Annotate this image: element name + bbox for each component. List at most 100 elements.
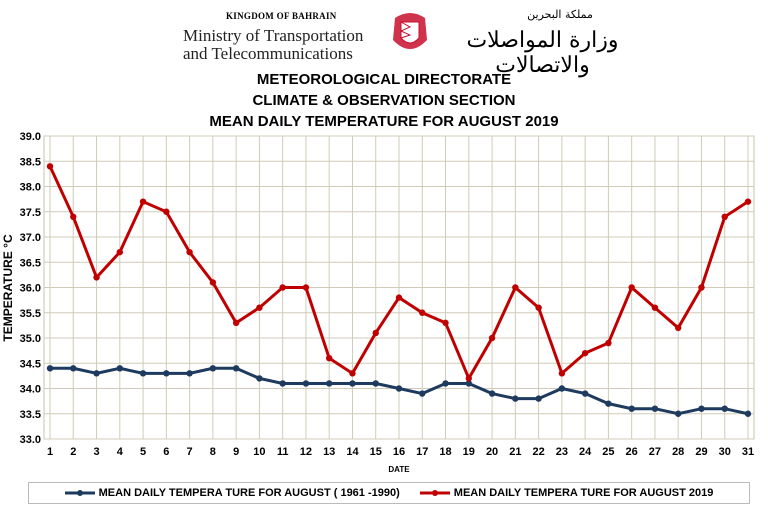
data-point [279, 284, 286, 291]
data-point [744, 410, 752, 417]
x-tick-label: 13 [323, 446, 335, 458]
y-tick-label: 35.0 [20, 333, 41, 345]
y-tick-label: 33.0 [20, 434, 41, 446]
x-tick-label: 3 [93, 446, 99, 458]
data-point [139, 370, 147, 377]
x-tick-label: 26 [626, 446, 638, 458]
y-tick-label: 33.5 [20, 409, 41, 421]
legend-label: MEAN DAILY TEMPERA TURE FOR AUGUST ( 196… [98, 487, 400, 499]
data-point [326, 355, 333, 362]
x-tick-label: 1 [47, 446, 53, 458]
data-point [651, 304, 659, 311]
data-point [721, 213, 728, 220]
x-tick-label: 15 [370, 446, 382, 458]
y-tick-label: 37.5 [20, 207, 41, 219]
data-point [232, 365, 240, 372]
data-point [744, 198, 752, 205]
ministry-name: Ministry of Transportation and Telecommun… [183, 27, 363, 63]
data-point [302, 284, 310, 291]
x-tick-label: 9 [233, 446, 239, 458]
x-tick-label: 4 [117, 446, 124, 458]
data-point [628, 405, 635, 412]
data-point [395, 294, 403, 301]
x-axis-label: DATE [388, 465, 410, 474]
data-point [488, 390, 496, 397]
data-point [349, 380, 356, 387]
y-tick-label: 38.5 [20, 156, 41, 168]
x-tick-label: 21 [509, 446, 521, 458]
data-point [209, 365, 217, 372]
x-tick-label: 14 [346, 446, 359, 458]
data-point [558, 385, 566, 392]
x-tick-label: 20 [486, 446, 498, 458]
y-tick-label: 35.5 [20, 308, 41, 320]
x-tick-label: 6 [163, 446, 169, 458]
x-tick-label: 16 [393, 446, 405, 458]
data-point [721, 405, 728, 412]
data-point [70, 365, 77, 372]
y-tick-label: 34.0 [20, 384, 41, 396]
data-point [698, 405, 705, 412]
data-point [116, 248, 124, 256]
data-point [372, 329, 379, 337]
y-tick-label: 36.0 [20, 283, 41, 295]
legend: MEAN DAILY TEMPERA TURE FOR AUGUST ( 196… [28, 482, 750, 504]
x-tick-label: 24 [579, 446, 592, 458]
legend-label: MEAN DAILY TEMPERA TURE FOR AUGUST 2019 [453, 487, 714, 499]
y-axis-label: TEMPERATURE °C [1, 234, 15, 342]
arabic-ministry: وزارة المواصلات والاتصالات [466, 28, 619, 78]
data-point [698, 284, 705, 291]
data-point [256, 304, 263, 311]
data-point [302, 380, 310, 387]
legend-marker-red [419, 490, 450, 496]
x-tick-label: 23 [556, 446, 568, 458]
x-tick-label: 18 [439, 446, 451, 458]
data-point [116, 365, 124, 372]
data-point [326, 380, 333, 387]
x-tick-label: 11 [277, 446, 289, 458]
y-tick-label: 37.0 [20, 232, 41, 244]
data-point [70, 213, 77, 220]
data-point [442, 380, 449, 387]
data-point [442, 319, 449, 327]
x-tick-label: 22 [532, 446, 544, 458]
data-point [581, 390, 589, 397]
data-point [395, 385, 403, 392]
data-point [209, 279, 217, 286]
data-point [419, 309, 426, 316]
data-point [558, 370, 566, 377]
x-tick-label: 2 [70, 446, 76, 458]
data-point [465, 375, 472, 382]
line-chart: 1 2 3 4 5 6 7 8 9 10 11 12 13 14 15 16 17 18 19 20 21 22 23 24 2… [1, 131, 755, 474]
data-point [372, 380, 379, 387]
data-point [279, 380, 286, 387]
kingdom-label: KINGDOM OF BAHRAIN [226, 11, 337, 21]
data-point [605, 400, 612, 407]
data-point [186, 248, 193, 256]
data-point [232, 319, 240, 327]
data-point [628, 284, 635, 291]
bahrain-emblem-icon [393, 13, 427, 49]
data-point [186, 370, 193, 377]
data-point [675, 324, 682, 332]
data-point [256, 375, 263, 382]
y-tick-label: 38.0 [20, 182, 41, 194]
x-tick-label: 5 [140, 446, 146, 458]
data-point [46, 163, 54, 170]
x-tick-label: 8 [210, 446, 216, 458]
data-point [512, 284, 519, 291]
title-line2: CLIMATE & OBSERVATION SECTION [252, 92, 516, 109]
x-tick-label: 25 [602, 446, 614, 458]
data-point [163, 208, 170, 215]
data-point [349, 370, 356, 377]
data-point [535, 304, 542, 311]
arabic-kingdom: مملكة البحرين [527, 8, 593, 21]
x-tick-label: 17 [416, 446, 428, 458]
legend-marker-blue [64, 490, 95, 496]
legend-item-2019: MEAN DAILY TEMPERA TURE FOR AUGUST 2019 [419, 487, 714, 499]
x-tick-label: 12 [300, 446, 312, 458]
x-tick-label: 19 [463, 446, 475, 458]
data-point [93, 370, 100, 377]
ministry-line2: and Telecommunications [183, 44, 353, 63]
data-point [651, 405, 659, 412]
